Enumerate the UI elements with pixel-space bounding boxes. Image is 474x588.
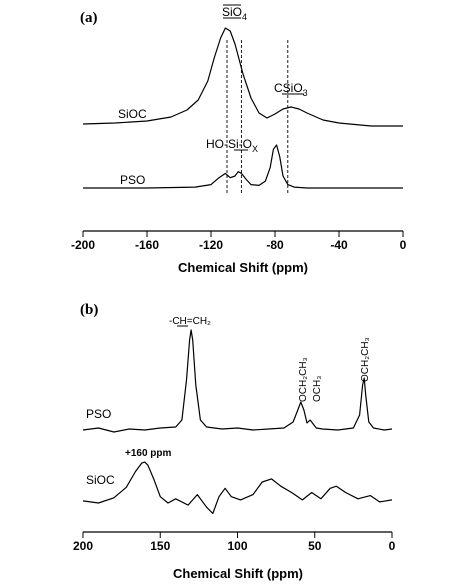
panel-a-tick-label-1: -160 <box>135 238 159 252</box>
panel-a-annotation-csio3: CSiO3 <box>274 81 308 98</box>
panel-a-reference-lines <box>226 40 289 195</box>
panel-a-series-label-sioc: SiOC <box>118 107 147 121</box>
panel-a-annotation-sio4-text: SiO <box>222 5 242 19</box>
panel-a-x-axis-title: Chemical Shift (ppm) <box>178 260 308 275</box>
panel-b-trace-pso <box>82 329 393 433</box>
panel-a-tick-label-3: -80 <box>266 238 284 252</box>
panel-a-tick-label-2: -120 <box>199 238 223 252</box>
panel-a-trace-pso <box>83 144 403 189</box>
panel-b-series-label-pso: PSO <box>86 407 111 421</box>
panel-a-trace-sioc <box>82 27 403 127</box>
panel-a: (a) -200 -160 -120 -80 -40 0 Chemical Shift (… <box>71 4 407 275</box>
panel-a-tick-label-5: 0 <box>400 238 407 252</box>
panel-a-label: (a) <box>80 10 98 26</box>
panel-b-tick-label-2: 100 <box>227 539 247 553</box>
panel-b: (b) 200 150 100 50 0 Chemical Shift (ppm) PS… <box>73 302 396 581</box>
panel-b-x-axis-title: Chemical Shift (ppm) <box>173 566 303 581</box>
panel-b-tick-label-4: 0 <box>389 539 396 553</box>
panel-b-annotation-och2ch3-60: OCH₂CH₃ <box>298 357 309 402</box>
panel-a-annotation-hosiox: HO-Si-OX <box>206 137 258 154</box>
panel-b-annotation-och3: OCH₃ <box>312 376 323 402</box>
panel-b-trace-sioc <box>82 461 393 515</box>
panel-a-tick-label-4: -40 <box>330 238 348 252</box>
panel-b-annotation-160ppm: +160 ppm <box>125 448 172 459</box>
panel-a-annotation-csio3-text: CSiO <box>274 81 303 95</box>
panel-a-ticks: -200 -160 -120 -80 -40 0 <box>71 231 407 252</box>
panel-b-series-label-sioc: SiOC <box>86 473 115 487</box>
panel-a-annotation-csio3-sub: 3 <box>303 88 308 98</box>
panel-b-annotation-vinyl: -CH=CH₂ <box>169 316 211 327</box>
panel-b-annotation-och2ch3-18: OCH₂CH₃ <box>360 337 371 382</box>
panel-a-series-label-pso: PSO <box>120 173 145 187</box>
panel-b-label: (b) <box>80 302 98 318</box>
panel-a-annotation-hosiox-sub: X <box>252 144 258 154</box>
panel-a-tick-label-0: -200 <box>71 238 95 252</box>
panel-b-tick-label-0: 200 <box>73 539 93 553</box>
panel-b-tick-label-1: 150 <box>150 539 170 553</box>
panel-b-tick-label-3: 50 <box>308 539 322 553</box>
panel-b-ticks: 200 150 100 50 0 <box>73 532 396 553</box>
panel-a-annotation-sio4-sub: 4 <box>242 12 247 22</box>
panel-a-annotation-sio4: SiO4 <box>222 5 247 22</box>
panel-a-annotation-hosiox-text: HO-Si-O <box>206 137 252 151</box>
